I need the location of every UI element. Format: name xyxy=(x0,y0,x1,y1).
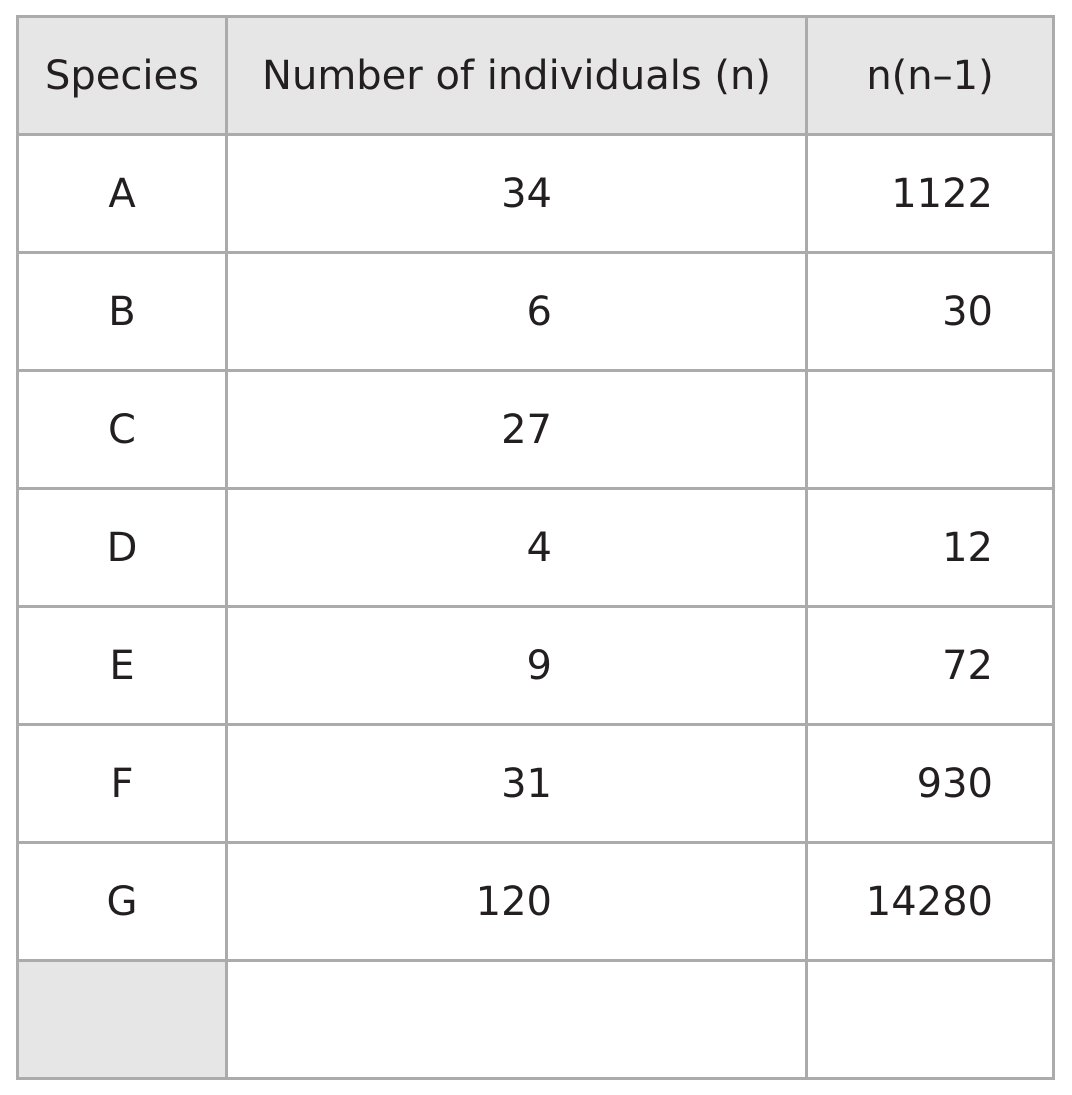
species-cell: E xyxy=(19,608,225,723)
value-cell: 1122 xyxy=(808,136,1052,251)
species-cell: C xyxy=(19,372,225,487)
value-cell: 14280 xyxy=(808,844,1052,959)
species-cell: F xyxy=(19,726,225,841)
value-cell: 34 xyxy=(228,136,805,251)
species-cell: D xyxy=(19,490,225,605)
value-cell: 930 xyxy=(808,726,1052,841)
species-cell: A xyxy=(19,136,225,251)
table: Species Number of individuals (n) n(n–1) A 3… xyxy=(16,15,1055,1080)
value-cell xyxy=(808,372,1052,487)
empty-cell xyxy=(808,962,1052,1077)
value-cell: 27 xyxy=(228,372,805,487)
empty-cell xyxy=(19,962,225,1077)
value-cell: 4 xyxy=(228,490,805,605)
value-cell: 31 xyxy=(228,726,805,841)
header-cell: Species xyxy=(19,18,225,133)
value-cell: 30 xyxy=(808,254,1052,369)
value-cell: 6 xyxy=(228,254,805,369)
value-cell: 12 xyxy=(808,490,1052,605)
species-cell: G xyxy=(19,844,225,959)
empty-cell xyxy=(228,962,805,1077)
header-cell: Number of individuals (n) xyxy=(228,18,805,133)
value-cell: 9 xyxy=(228,608,805,723)
value-cell: 120 xyxy=(228,844,805,959)
species-cell: B xyxy=(19,254,225,369)
header-cell: n(n–1) xyxy=(808,18,1052,133)
value-cell: 72 xyxy=(808,608,1052,723)
